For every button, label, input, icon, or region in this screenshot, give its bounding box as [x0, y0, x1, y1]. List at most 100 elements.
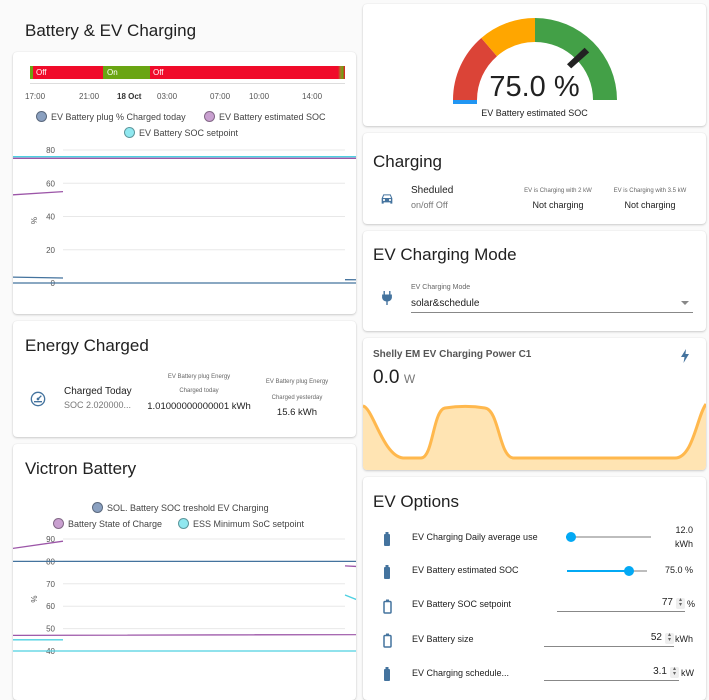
battery-size-input[interactable]: 52 ▴ ▾	[544, 630, 674, 647]
soc-gauge[interactable]	[363, 4, 706, 126]
chevron-down-icon	[681, 301, 689, 305]
power-value-row: 0.0 W	[373, 367, 415, 389]
option-label-charging-schedule: EV Charging schedule...	[412, 668, 510, 678]
charging-schedule-unit: kW	[681, 668, 694, 678]
legend-swatch	[124, 127, 135, 138]
y-tick-label: 20	[46, 246, 55, 255]
charging-timeline[interactable]: Off On Off	[30, 66, 345, 79]
timeline-segment-off-2: Off	[150, 66, 338, 79]
select-value: solar&schedule	[411, 298, 480, 309]
stepper-icon[interactable]: ▴ ▾	[670, 666, 679, 678]
legend-soc-setpoint[interactable]: EV Battery SOC setpoint	[124, 127, 238, 138]
y-tick-label: 80	[46, 146, 55, 155]
timeline-segment-on: On	[103, 66, 150, 79]
stepper-icon[interactable]: ▴ ▾	[665, 632, 674, 644]
charging-35kw-label: EV is Charging with 3.5 kW	[613, 188, 687, 194]
col2-label2: Charged yesterday	[271, 395, 323, 401]
option-label-soc-setpoint: EV Battery SOC setpoint	[412, 599, 512, 609]
power-unit: W	[403, 372, 416, 386]
gauge-needle	[567, 47, 590, 69]
legend-ess-min[interactable]: ESS Minimum SoC setpoint	[178, 518, 304, 529]
energy-charged-card: Energy Charged Charged Today SOC 2.02000…	[13, 321, 356, 437]
daily-use-slider[interactable]	[566, 531, 651, 543]
timeline-segment-off-1: Off	[33, 66, 103, 79]
charged-today-name[interactable]: Charged Today	[64, 386, 132, 397]
charging-2kw-label: EV is Charging with 2 kW	[524, 188, 592, 194]
battery-card-title: Battery & EV Charging	[25, 21, 197, 40]
timeline-tick-label: 21:00	[79, 92, 100, 101]
legend-swatch	[36, 111, 47, 122]
charging-mode-card: EV Charging Mode EV Charging Mode solar&…	[363, 231, 706, 331]
charging-2kw-value: Not charging	[532, 200, 584, 210]
car-icon	[377, 190, 397, 208]
sheduled-name[interactable]: Sheduled	[411, 185, 454, 196]
battery-outline-icon	[379, 631, 395, 649]
mode-card-title: EV Charging Mode	[373, 245, 517, 264]
charging-schedule-input[interactable]: 3.1 ▴ ▾	[544, 664, 679, 681]
charging-schedule-value: 3.1	[653, 666, 667, 677]
legend-label: EV Battery SOC setpoint	[139, 127, 239, 138]
gauge-icon	[28, 389, 48, 409]
stepper-icon[interactable]: ▴ ▾	[676, 597, 685, 609]
charging-mode-select[interactable]: EV Charging Mode solar&schedule	[411, 281, 693, 313]
flash-icon	[680, 349, 690, 368]
y-axis-label: %	[30, 217, 39, 224]
slider-thumb[interactable]	[566, 532, 576, 542]
ev-options-card: EV Options EV Charging Daily average use…	[363, 477, 706, 700]
y-tick-label: 60	[46, 602, 55, 611]
timeline-segment-end	[338, 66, 345, 79]
sheduled-state: on/off Off	[411, 200, 448, 210]
series-line	[13, 594, 356, 652]
col2-value: 15.6 kWh	[276, 407, 318, 418]
col1-label1: EV Battery plug Energy	[167, 374, 231, 380]
legend-swatch	[92, 502, 103, 513]
timeline-tick-label: 17:00	[25, 92, 46, 101]
legend-sol-threshold[interactable]: SOL. Battery SOC treshold EV Charging	[92, 502, 269, 513]
charging-card: Charging Sheduled on/off Off EV is Charg…	[363, 133, 706, 224]
soc-gauge-card: 75.0 % EV Battery estimated SOC	[363, 4, 706, 126]
y-tick-label: 90	[46, 535, 55, 544]
battery-size-unit: kWh	[675, 634, 693, 644]
gauge-low-marker	[453, 100, 477, 104]
soc-setpoint-value: 77	[661, 597, 673, 608]
victron-card-title: Victron Battery	[25, 459, 137, 478]
gauge-band-red	[453, 38, 497, 100]
legend-estimated-soc[interactable]: EV Battery estimated SOC	[204, 111, 326, 122]
timeline-axis	[30, 83, 345, 84]
timeline-tick-label: 03:00	[157, 92, 178, 101]
energy-card-title: Energy Charged	[25, 336, 149, 355]
option-label-battery-size: EV Battery size	[412, 634, 474, 644]
battery-outline-icon	[379, 597, 395, 615]
col1-value: 1.01000000000001 kWh	[147, 401, 251, 412]
y-tick-label: 60	[46, 179, 55, 188]
estimated-soc-value: 75.0 %	[664, 565, 693, 575]
series-line	[13, 157, 356, 196]
legend-plug-charged[interactable]: EV Battery plug % Charged today	[36, 111, 186, 122]
slider-fill	[567, 570, 627, 572]
timeline-tick-label: 07:00	[210, 92, 231, 101]
slider-thumb[interactable]	[624, 566, 634, 576]
legend-label: SOL. Battery SOC treshold EV Charging	[107, 502, 269, 513]
y-axis-label: %	[30, 595, 39, 602]
col2-label1: EV Battery plug Energy	[265, 379, 329, 385]
gauge-value: 75.0 %	[489, 71, 580, 103]
slider-track	[566, 536, 651, 538]
y-tick-label: 40	[46, 213, 55, 222]
battery-icon	[379, 530, 395, 548]
charging-card-title: Charging	[373, 152, 442, 171]
option-label-daily-use: EV Charging Daily average use	[412, 532, 538, 542]
y-tick-label: 70	[46, 580, 55, 589]
legend-swatch	[178, 518, 189, 529]
shelly-power-card[interactable]: Shelly EM EV Charging Power C1 0.0 W	[363, 338, 706, 470]
battery-icon	[379, 665, 395, 683]
col1-label2: Charged today	[179, 388, 219, 394]
legend-battery-soc[interactable]: Battery State of Charge	[53, 518, 162, 529]
soc-setpoint-input[interactable]: 77 ▴ ▾	[557, 595, 685, 612]
daily-use-value: 12.0	[675, 525, 693, 535]
estimated-soc-slider[interactable]	[567, 565, 647, 577]
timeline-tick-label: 14:00	[302, 92, 323, 101]
power-value: 0.0	[373, 367, 400, 388]
power-sparkline	[363, 403, 706, 470]
